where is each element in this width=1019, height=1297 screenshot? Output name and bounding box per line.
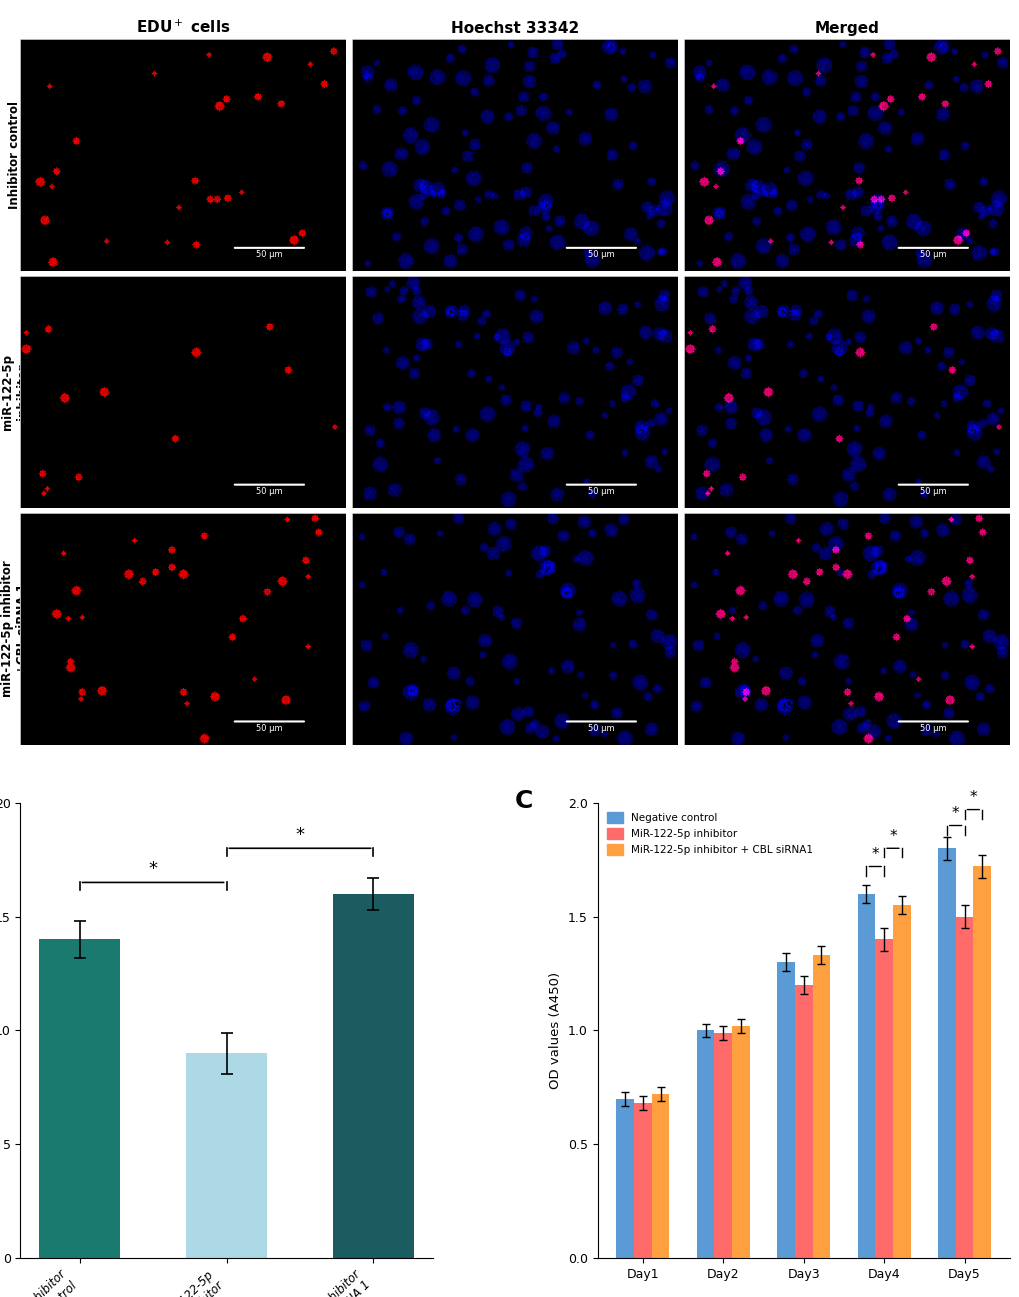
Text: 50 μm: 50 μm	[256, 724, 282, 733]
Title: Merged: Merged	[814, 21, 878, 36]
Text: 50 μm: 50 μm	[256, 488, 282, 497]
Text: *: *	[296, 826, 305, 844]
Title: EDU$^+$ cells: EDU$^+$ cells	[136, 19, 230, 36]
Bar	[794, 984, 812, 1258]
Y-axis label: miR-122-5p
inhibitor: miR-122-5p inhibitor	[1, 354, 29, 429]
Text: 50 μm: 50 μm	[588, 724, 614, 733]
Y-axis label: OD values (A450): OD values (A450)	[549, 971, 561, 1089]
Text: *: *	[889, 829, 896, 844]
Bar	[955, 917, 972, 1258]
Bar	[713, 1032, 732, 1258]
Bar	[812, 956, 829, 1258]
Title: Hoechst 33342: Hoechst 33342	[450, 21, 579, 36]
Text: *: *	[149, 860, 157, 878]
Bar	[874, 939, 892, 1258]
Y-axis label: Inhibitor control: Inhibitor control	[8, 101, 21, 209]
Bar	[937, 848, 955, 1258]
Bar	[333, 894, 414, 1258]
Text: 50 μm: 50 μm	[919, 724, 946, 733]
Text: 50 μm: 50 μm	[919, 250, 946, 259]
Bar	[892, 905, 910, 1258]
Bar	[857, 894, 874, 1258]
Bar	[696, 1030, 713, 1258]
Text: 50 μm: 50 μm	[256, 250, 282, 259]
Bar	[732, 1026, 749, 1258]
Text: C: C	[515, 789, 533, 813]
Legend: Negative control, MiR-122-5p inhibitor, MiR-122-5p inhibitor + CBL siRNA1: Negative control, MiR-122-5p inhibitor, …	[602, 808, 816, 860]
Text: *: *	[969, 790, 976, 805]
Bar	[651, 1095, 668, 1258]
Bar	[972, 866, 990, 1258]
Bar	[615, 1099, 634, 1258]
Text: *: *	[951, 805, 959, 821]
Bar	[776, 962, 794, 1258]
Text: *: *	[870, 847, 878, 863]
Bar	[185, 1053, 267, 1258]
Text: 50 μm: 50 μm	[588, 250, 614, 259]
Text: 50 μm: 50 μm	[588, 488, 614, 497]
Bar	[634, 1104, 651, 1258]
Y-axis label: miR-122-5p inhibitor
+CBL siRNA 1: miR-122-5p inhibitor +CBL siRNA 1	[1, 560, 29, 696]
Text: 50 μm: 50 μm	[919, 488, 946, 497]
Bar	[39, 939, 120, 1258]
